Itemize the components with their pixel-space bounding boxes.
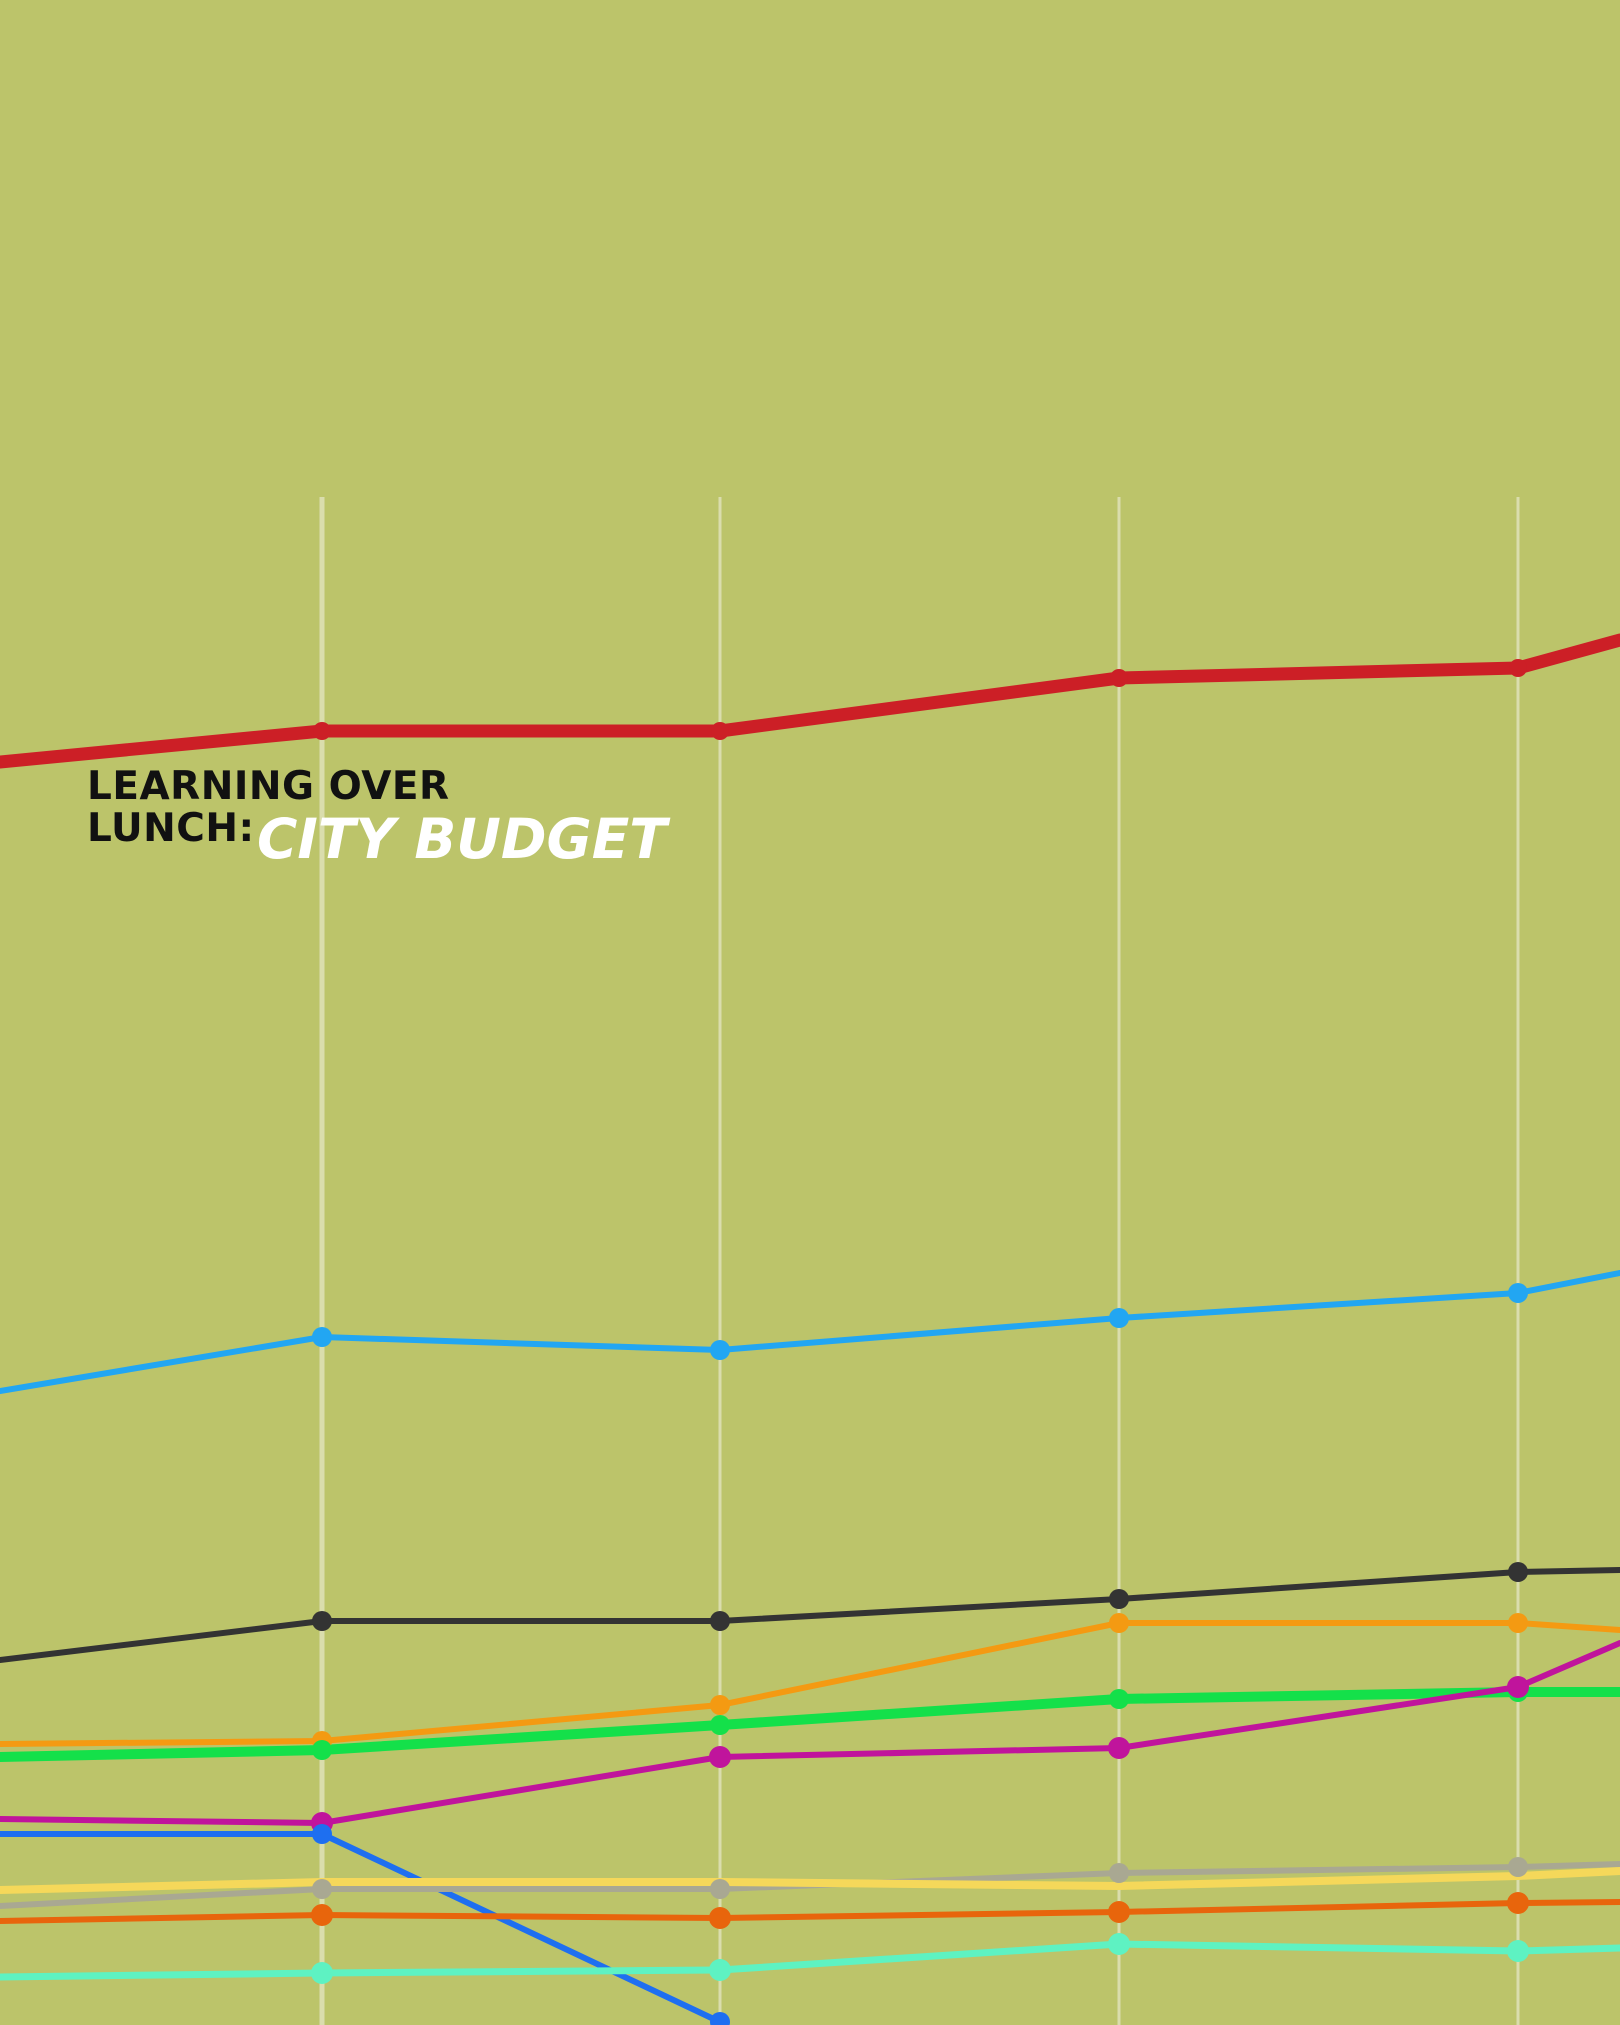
marker [711,722,729,740]
marker [709,1907,731,1929]
marker [710,2012,730,2025]
marker [311,1904,333,1926]
marker [312,1611,332,1631]
line [0,1567,1620,1663]
marker [710,1611,730,1631]
marker [1109,1689,1129,1709]
marker [1508,1857,1528,1877]
line [0,1940,1620,1981]
marker [1109,1589,1129,1609]
title-line: LUNCH: [87,806,255,851]
marker [1108,1901,1130,1923]
marker [1509,659,1527,677]
marker [709,1746,731,1768]
line [0,1640,1620,1826]
marker [709,1959,731,1981]
marker [1108,1737,1130,1759]
marker [1507,1892,1529,1914]
marker [1109,1308,1129,1328]
marker [710,1340,730,1360]
marker [710,1695,730,1715]
marker [710,1879,730,1899]
marker [312,1879,332,1899]
line [0,1620,1620,1747]
line [0,1899,1620,1924]
marker [1508,1562,1528,1582]
marker [1109,1613,1129,1633]
marker [312,1824,332,1844]
marker [1110,669,1128,687]
title-line: LEARNING OVER [87,764,450,809]
line [0,1270,1620,1394]
marker [1508,1613,1528,1633]
marker [1508,1283,1528,1303]
line [0,1831,723,2025]
marker [313,722,331,740]
line [0,1867,1620,1894]
line [0,633,1620,769]
marker [312,1740,332,1760]
line [0,1687,1620,1762]
marker [710,1715,730,1735]
marker [1109,1863,1129,1883]
grid [319,497,1520,2025]
marker [1507,1676,1529,1698]
marker [312,1327,332,1347]
marker [1108,1933,1130,1955]
marker [1507,1940,1529,1962]
marker [311,1962,333,1984]
title-highlight: CITY BUDGET [257,807,667,871]
